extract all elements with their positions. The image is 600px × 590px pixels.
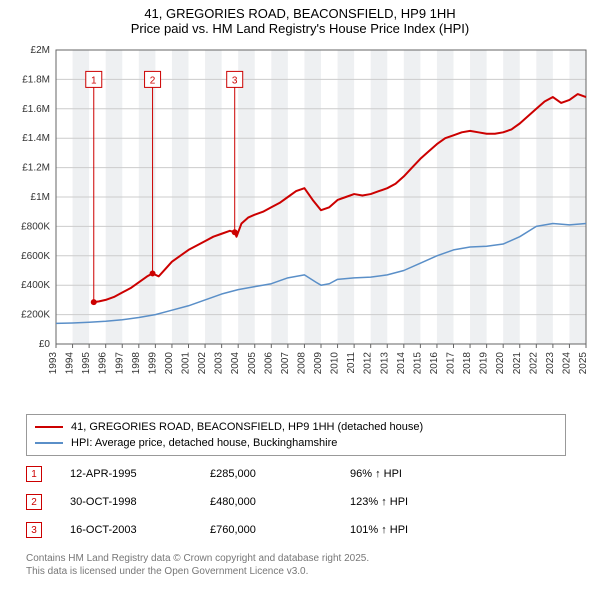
svg-text:2019: 2019: [479, 352, 490, 375]
svg-text:2006: 2006: [263, 352, 274, 375]
legend-label: 41, GREGORIES ROAD, BEACONSFIELD, HP9 1H…: [71, 419, 423, 435]
sale-date: 12-APR-1995: [70, 468, 210, 480]
svg-text:3: 3: [232, 75, 238, 86]
svg-text:2013: 2013: [379, 352, 390, 375]
sale-row: 1 12-APR-1995 £285,000 96% ↑ HPI: [26, 460, 566, 488]
svg-text:1998: 1998: [131, 352, 142, 375]
sale-marker-icon: 2: [26, 494, 42, 510]
svg-text:2004: 2004: [230, 352, 241, 375]
svg-text:£1.8M: £1.8M: [22, 74, 50, 85]
sale-date: 16-OCT-2003: [70, 524, 210, 536]
legend-item: HPI: Average price, detached house, Buck…: [35, 435, 557, 451]
sale-marker-number: 2: [31, 497, 37, 508]
sale-pct: 123% ↑ HPI: [350, 496, 490, 508]
svg-text:2008: 2008: [296, 352, 307, 375]
title-line-2: Price paid vs. HM Land Registry's House …: [0, 21, 600, 36]
svg-text:2016: 2016: [429, 352, 440, 375]
sale-marker-icon: 1: [26, 466, 42, 482]
svg-text:£1.4M: £1.4M: [22, 133, 50, 144]
svg-text:2001: 2001: [181, 352, 192, 375]
svg-text:2017: 2017: [446, 352, 457, 375]
sale-price: £760,000: [210, 524, 350, 536]
footnote-line-1: Contains HM Land Registry data © Crown c…: [26, 552, 586, 565]
svg-text:2024: 2024: [561, 352, 572, 375]
svg-text:1: 1: [91, 75, 97, 86]
svg-text:2010: 2010: [330, 352, 341, 375]
svg-text:2: 2: [150, 75, 156, 86]
svg-text:£1.6M: £1.6M: [22, 104, 50, 115]
svg-text:2021: 2021: [512, 352, 523, 375]
sale-marker-icon: 3: [26, 522, 42, 538]
svg-text:1996: 1996: [98, 352, 109, 375]
sale-row: 2 30-OCT-1998 £480,000 123% ↑ HPI: [26, 488, 566, 516]
sale-marker-number: 3: [31, 525, 37, 536]
svg-text:1994: 1994: [65, 352, 76, 375]
svg-text:£1.2M: £1.2M: [22, 163, 50, 174]
svg-text:2012: 2012: [363, 352, 374, 375]
title-line-1: 41, GREGORIES ROAD, BEACONSFIELD, HP9 1H…: [0, 6, 600, 21]
svg-text:2025: 2025: [578, 352, 589, 375]
chart-area: £0 £200K £400K £600K £800K £1M £1.2M £1.4M £1.6M…: [8, 44, 592, 404]
sale-pct: 96% ↑ HPI: [350, 468, 490, 480]
svg-text:1995: 1995: [81, 352, 92, 375]
svg-text:£600K: £600K: [21, 251, 50, 262]
sale-marker-number: 1: [31, 469, 37, 480]
svg-text:1999: 1999: [147, 352, 158, 375]
sales-table: 1 12-APR-1995 £285,000 96% ↑ HPI 2 30-OC…: [26, 460, 566, 544]
svg-text:£1M: £1M: [31, 192, 50, 203]
sale-price: £480,000: [210, 496, 350, 508]
svg-text:1993: 1993: [48, 352, 59, 375]
svg-text:£400K: £400K: [21, 280, 50, 291]
svg-text:2009: 2009: [313, 352, 324, 375]
footnote: Contains HM Land Registry data © Crown c…: [26, 552, 586, 578]
legend-swatch: [35, 426, 63, 428]
svg-text:2007: 2007: [280, 352, 291, 375]
svg-text:2023: 2023: [545, 352, 556, 375]
svg-text:2000: 2000: [164, 352, 175, 375]
svg-text:£800K: £800K: [21, 221, 50, 232]
svg-text:2002: 2002: [197, 352, 208, 375]
legend-swatch: [35, 442, 63, 444]
svg-text:2020: 2020: [495, 352, 506, 375]
svg-text:2005: 2005: [247, 352, 258, 375]
svg-text:£0: £0: [39, 339, 51, 350]
line-chart-svg: £0 £200K £400K £600K £800K £1M £1.2M £1.4M £1.6M…: [8, 44, 592, 404]
svg-text:2018: 2018: [462, 352, 473, 375]
svg-text:£2M: £2M: [31, 45, 50, 56]
sale-date: 30-OCT-1998: [70, 496, 210, 508]
svg-text:2014: 2014: [396, 352, 407, 375]
svg-text:2003: 2003: [214, 352, 225, 375]
svg-text:2022: 2022: [528, 352, 539, 375]
svg-text:2011: 2011: [346, 352, 357, 374]
sale-price: £285,000: [210, 468, 350, 480]
legend-item: 41, GREGORIES ROAD, BEACONSFIELD, HP9 1H…: [35, 419, 557, 435]
legend-label: HPI: Average price, detached house, Buck…: [71, 435, 337, 451]
chart-title-block: 41, GREGORIES ROAD, BEACONSFIELD, HP9 1H…: [0, 0, 600, 38]
sale-pct: 101% ↑ HPI: [350, 524, 490, 536]
footnote-line-2: This data is licensed under the Open Gov…: [26, 565, 586, 578]
svg-text:£200K: £200K: [21, 310, 50, 321]
svg-text:2015: 2015: [412, 352, 423, 375]
svg-text:1997: 1997: [114, 352, 125, 375]
legend-box: 41, GREGORIES ROAD, BEACONSFIELD, HP9 1H…: [26, 414, 566, 456]
sale-row: 3 16-OCT-2003 £760,000 101% ↑ HPI: [26, 516, 566, 544]
